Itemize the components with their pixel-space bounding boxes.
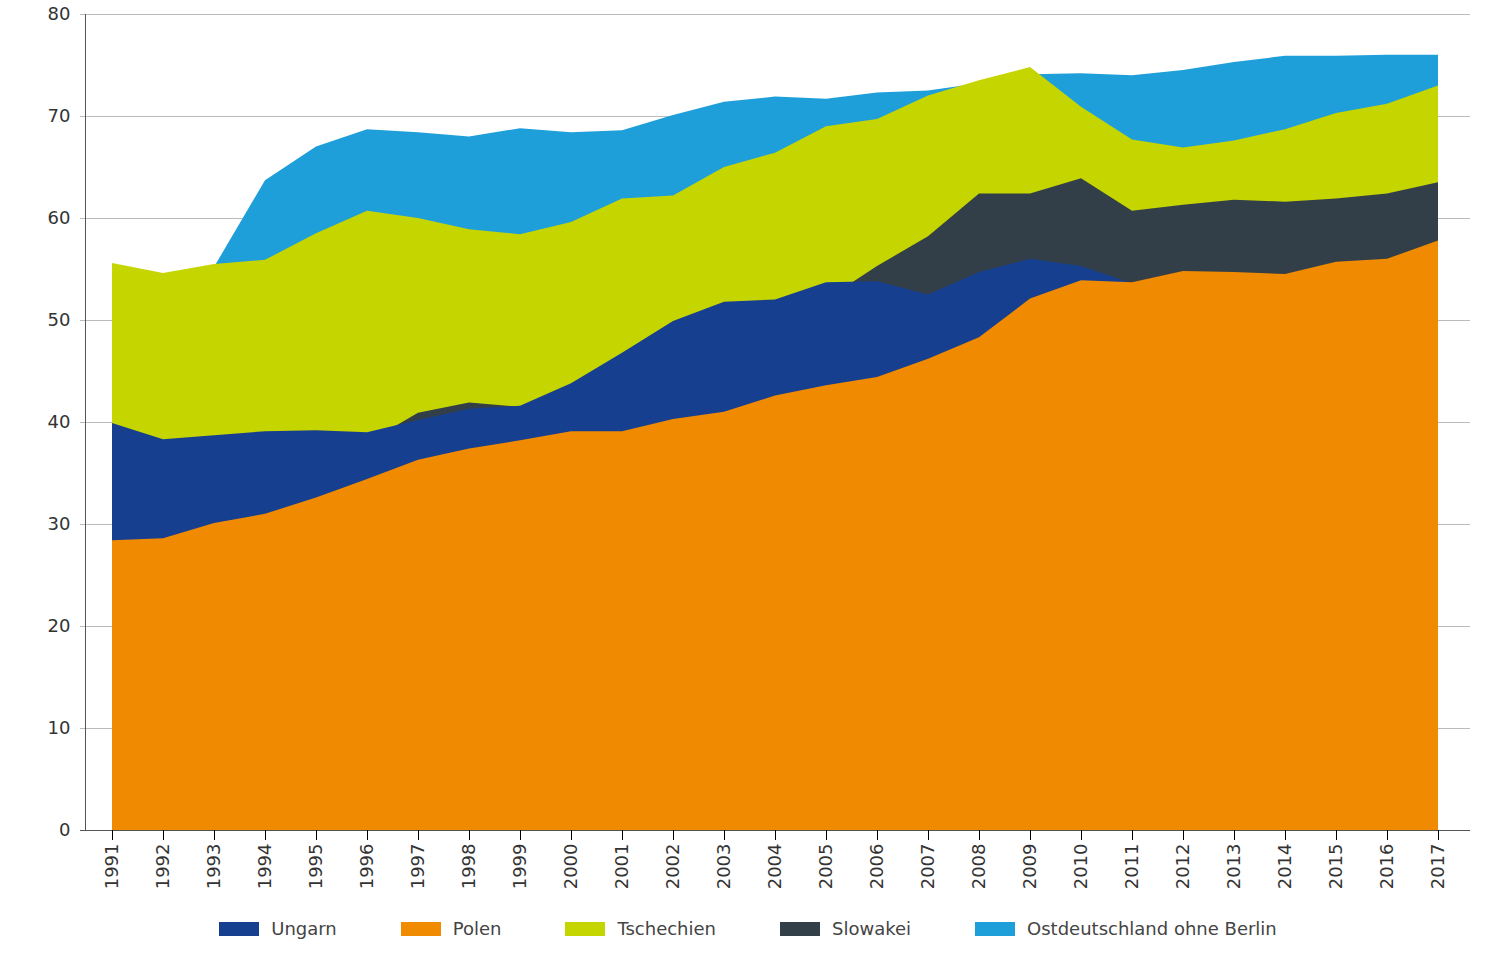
svg-text:2006: 2006 [866,844,887,890]
html-text:Ostdeutschland ohne Berlin: Ostdeutschland ohne Berlin [1027,918,1277,939]
html-text:Tschechien: Tschechien [617,918,716,939]
html-text:Polen: Polen [452,918,502,939]
svg-text:2011: 2011 [1121,844,1142,890]
svg-text:2009: 2009 [1019,844,1040,890]
svg-text:70: 70 [48,105,71,126]
svg-text:10: 10 [48,717,71,738]
svg-text:2000: 2000 [560,844,581,890]
svg-text:1993: 1993 [203,844,224,890]
svg-text:0: 0 [59,819,70,840]
svg-text:2001: 2001 [611,844,632,890]
svg-text:2007: 2007 [917,844,938,890]
svg-text:30: 30 [48,513,71,534]
svg-text:1991: 1991 [101,844,122,890]
svg-text:2016: 2016 [1376,844,1397,890]
svg-text:2015: 2015 [1325,844,1346,890]
html-text:Ungarn: Ungarn [271,918,337,939]
svg-text:40: 40 [48,411,71,432]
html-text:Slowakei: Slowakei [832,918,912,939]
svg-text:1998: 1998 [458,844,479,890]
svg-text:50: 50 [48,309,71,330]
svg-text:1997: 1997 [407,844,428,890]
svg-text:60: 60 [48,207,71,228]
svg-text:1995: 1995 [305,844,326,890]
svg-text:2010: 2010 [1070,844,1091,890]
svg-text:2017: 2017 [1427,844,1448,890]
svg-text:1999: 1999 [509,844,530,890]
svg-text:2004: 2004 [764,844,785,890]
svg-text:2008: 2008 [968,844,989,890]
svg-text:80: 80 [48,3,71,24]
svg-text:2002: 2002 [662,844,683,890]
svg-text:2014: 2014 [1274,844,1295,890]
svg-text:2012: 2012 [1172,844,1193,890]
svg-text:2003: 2003 [713,844,734,890]
svg-text:1992: 1992 [152,844,173,890]
svg-text:2013: 2013 [1223,844,1244,890]
svg-text:1994: 1994 [254,844,275,890]
svg-text:20: 20 [48,615,71,636]
svg-text:2005: 2005 [815,844,836,890]
svg-text:1996: 1996 [356,844,377,890]
